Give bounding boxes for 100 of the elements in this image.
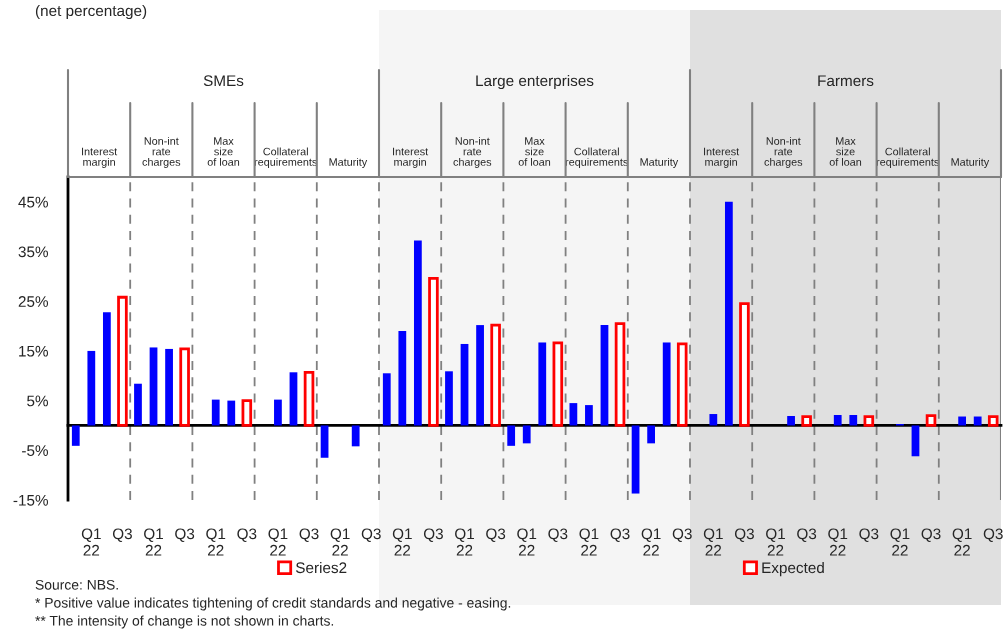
x-tick-label: Q1 22	[703, 528, 723, 556]
x-tick-label: Q3	[237, 528, 257, 542]
bar	[647, 425, 656, 444]
bar	[382, 373, 391, 426]
text: Interest margin	[704, 147, 740, 168]
bar	[413, 240, 422, 426]
bar	[522, 425, 531, 444]
source-note: Source: NBS.	[35, 579, 118, 590]
bar	[724, 201, 733, 426]
x-tick-label: Q1 22	[81, 528, 101, 556]
bar	[801, 415, 812, 427]
x-tick-label: Q1 22	[330, 528, 350, 556]
x-tick-label: Q1 22	[392, 528, 412, 556]
bar	[476, 325, 484, 426]
legend-label: Expected	[762, 561, 824, 577]
bar	[614, 322, 626, 427]
x-tick-label: Q1 22	[890, 528, 910, 556]
x-tick-label: Q3	[610, 528, 630, 542]
bar	[179, 347, 190, 427]
x-tick-label: Q1 22	[455, 528, 474, 556]
x-tick-label: Q3	[548, 528, 568, 542]
text: Collateral requirements	[876, 147, 939, 168]
text: Non-int rate charges	[453, 136, 492, 168]
x-tick-label: Q3	[361, 528, 381, 542]
x-tick-label: Q1 22	[952, 528, 972, 556]
x-tick-label: Q1 22	[144, 528, 163, 556]
text: * Positive value indicates tightening of credit standards and negative - easing.	[35, 597, 511, 611]
text: Maturity	[951, 157, 990, 168]
bar	[165, 348, 173, 426]
x-tick-label: Q3	[983, 528, 1003, 542]
y-tick-label: -5%	[22, 445, 49, 456]
bar	[585, 405, 593, 426]
y-tick-label: 35%	[18, 246, 49, 258]
text: Collateral requirements	[254, 147, 317, 168]
x-tick-label: Q1 22	[828, 528, 848, 556]
bar	[709, 414, 718, 426]
x-tick-label: Q1 22	[517, 528, 537, 556]
bar	[274, 399, 282, 426]
bar	[351, 425, 360, 447]
bar	[833, 415, 842, 426]
bar	[149, 347, 158, 426]
bar	[71, 425, 80, 446]
bar	[320, 425, 329, 458]
bar	[600, 325, 609, 426]
legend-label: Series2	[295, 561, 347, 574]
x-tick-label: Q1 22	[766, 528, 785, 556]
bar	[134, 383, 142, 426]
x-tick-label: Q1 22	[641, 528, 661, 556]
x-tick-label: Q3	[734, 528, 754, 542]
bar	[117, 295, 128, 427]
bar	[303, 370, 315, 427]
bar	[490, 323, 501, 427]
bar	[958, 416, 967, 426]
text: Farmers	[818, 75, 874, 87]
x-tick-label: Q3	[299, 528, 319, 542]
x-tick-label: Q3	[797, 528, 817, 542]
text: Max size of loan	[518, 137, 551, 166]
bar	[787, 416, 795, 426]
bar	[973, 416, 982, 426]
bar	[987, 415, 999, 427]
x-tick-label: Q3	[423, 528, 443, 542]
bar	[211, 399, 220, 426]
x-tick-label: Q3	[486, 528, 506, 542]
text: Interest margin	[393, 147, 429, 168]
text: Maturity	[329, 157, 368, 168]
bar	[863, 415, 875, 427]
x-tick-label: Q1 22	[268, 528, 288, 556]
bar	[398, 331, 407, 426]
y-tick-label: 5%	[27, 395, 49, 407]
text: Collateral requirements	[565, 147, 628, 168]
text: Maturity	[640, 157, 679, 168]
text: ** The intensity of change is not shown in charts.	[35, 615, 334, 629]
y-tick-label: -15%	[13, 494, 49, 506]
x-tick-label: Q1 22	[579, 528, 599, 556]
x-tick-label: Q3	[859, 528, 879, 542]
bar	[507, 425, 516, 446]
text: Large enterprises	[476, 74, 594, 90]
x-tick-label: Q3	[672, 528, 692, 542]
y-tick-label: 15%	[19, 345, 49, 357]
bar	[445, 371, 453, 426]
bar	[552, 341, 564, 427]
chart-subtitle: (net percentage)	[35, 4, 147, 20]
bar	[911, 425, 920, 457]
bar	[538, 342, 547, 426]
y-tick-label: 45%	[18, 196, 49, 208]
y-tick-label: 25%	[18, 296, 49, 307]
bar	[289, 372, 298, 426]
x-tick-label: Q1 22	[206, 528, 226, 556]
text: Non-int rate charges	[142, 136, 181, 168]
text: SMEs	[203, 75, 244, 87]
bar	[241, 399, 253, 427]
bar	[739, 302, 750, 427]
x-tick-label: Q3	[175, 528, 195, 542]
text: Interest margin	[82, 147, 118, 168]
bar	[428, 276, 439, 427]
bar	[925, 414, 937, 427]
bar	[662, 342, 671, 426]
bar	[631, 425, 640, 494]
bar	[849, 415, 858, 426]
bar	[569, 403, 578, 426]
